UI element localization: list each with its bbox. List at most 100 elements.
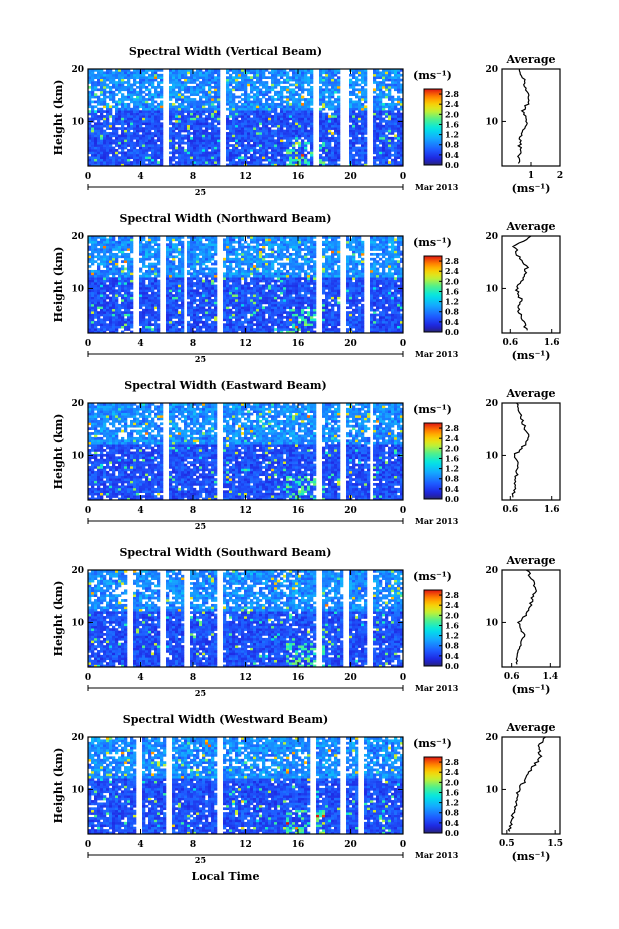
heatmap-cell xyxy=(184,110,188,113)
heatmap-cell xyxy=(124,110,128,113)
heatmap-cell xyxy=(325,136,329,140)
heatmap-cell xyxy=(250,146,254,150)
heatmap-cell xyxy=(154,78,158,82)
heatmap-cell xyxy=(151,93,155,96)
heatmap-cell xyxy=(124,153,128,157)
heatmap-cell xyxy=(124,291,128,295)
heatmap-cell xyxy=(229,132,233,135)
heatmap-cell xyxy=(391,136,395,140)
heatmap-cell xyxy=(130,313,134,317)
heatmap-cell xyxy=(124,267,128,271)
heatmap-cell xyxy=(238,311,242,314)
heatmap-cell xyxy=(211,100,215,104)
heatmap-cell xyxy=(208,311,212,314)
heatmap-cell xyxy=(106,144,110,147)
heatmap-cell xyxy=(226,255,230,259)
heatmap-cell xyxy=(196,272,200,276)
heatmap-cell xyxy=(256,158,260,162)
heatmap-cell xyxy=(235,301,239,305)
heatmap-cell xyxy=(154,158,158,162)
heatmap-cell xyxy=(118,279,122,283)
heatmap-cells xyxy=(88,69,404,167)
heatmap-cell xyxy=(112,124,116,128)
heatmap-cell xyxy=(355,153,359,157)
heatmap-cell xyxy=(250,69,254,72)
heatmap-cell xyxy=(124,245,128,249)
heatmap-cell xyxy=(268,110,272,113)
heatmap-cell xyxy=(265,105,269,109)
heatmap-cell xyxy=(298,132,302,135)
heatmap-cell xyxy=(88,265,92,268)
heatmap-cell xyxy=(151,238,155,242)
heatmap-cell xyxy=(292,88,296,92)
heatmap-cell xyxy=(235,274,239,278)
heatmap-cell xyxy=(115,267,119,271)
heatmap-cell xyxy=(226,88,230,92)
heatmap-cell xyxy=(130,110,134,113)
heatmap-cell xyxy=(388,139,392,143)
heatmap-cell xyxy=(283,105,287,109)
heatmap-cell xyxy=(178,311,182,314)
heatmap-cell xyxy=(211,313,215,317)
heatmap-cell xyxy=(361,146,365,150)
heatmap-cell xyxy=(259,127,263,130)
heatmap-cell xyxy=(382,71,386,75)
heatmap-cell xyxy=(181,299,185,302)
heatmap-cell xyxy=(376,105,380,109)
heatmap-cell xyxy=(106,262,110,266)
heatmap-cell xyxy=(106,115,110,118)
heatmap-cell xyxy=(169,252,173,256)
heatmap-cell xyxy=(190,284,194,288)
heatmap-cell xyxy=(178,277,182,280)
heatmap-cell xyxy=(205,73,209,77)
heatmap-cell xyxy=(235,76,239,79)
heatmap-cell xyxy=(109,88,113,92)
heatmap-cell xyxy=(391,117,395,121)
heatmap-cell xyxy=(322,69,326,72)
heatmap-cell xyxy=(133,141,137,145)
heatmap-cell xyxy=(193,289,197,293)
heatmap-cell xyxy=(265,139,269,143)
heatmap-cell xyxy=(397,100,401,104)
heatmap-cell xyxy=(325,88,329,92)
heatmap-cell xyxy=(325,78,329,82)
heatmap-cell xyxy=(265,102,269,106)
heatmap-cell xyxy=(226,248,230,251)
heatmap-cell xyxy=(148,129,152,133)
heatmap-cell xyxy=(241,141,245,145)
heatmap-cell xyxy=(94,141,98,145)
heatmap-cell xyxy=(172,269,176,273)
heatmap-cell xyxy=(352,112,356,116)
heatmap-cell xyxy=(322,149,326,152)
heatmap-cell xyxy=(259,105,263,109)
heatmap-cell xyxy=(88,255,92,259)
heatmap-cell xyxy=(397,73,401,77)
heatmap-cell xyxy=(166,255,170,259)
heatmap-cell xyxy=(307,112,311,116)
heatmap-cell xyxy=(139,286,143,290)
heatmap-cell xyxy=(139,102,143,106)
heatmap-cell xyxy=(97,73,101,77)
heatmap-cell xyxy=(373,98,377,101)
heatmap-cell xyxy=(154,306,158,310)
heatmap-cell xyxy=(214,115,218,118)
heatmap-cell xyxy=(115,93,119,96)
heatmap-cell xyxy=(112,274,116,278)
heatmap-cell xyxy=(376,127,380,130)
heatmap-cell xyxy=(310,102,314,106)
heatmap-cell xyxy=(208,238,212,242)
heatmap-cell xyxy=(247,107,251,111)
heatmap-cell xyxy=(232,127,236,130)
heatmap-cell xyxy=(352,85,356,89)
heatmap-cell xyxy=(139,245,143,249)
heatmap-cell xyxy=(259,139,263,143)
heatmap-cell xyxy=(211,158,215,162)
heatmap-cell xyxy=(382,76,386,79)
heatmap-cell xyxy=(337,124,341,128)
heatmap-cell xyxy=(106,139,110,143)
heatmap-cell xyxy=(373,141,377,145)
heatmap-cell xyxy=(193,269,197,273)
heatmap-cell xyxy=(304,119,308,123)
heatmap-cell xyxy=(229,279,233,283)
heatmap-cell xyxy=(103,76,107,79)
